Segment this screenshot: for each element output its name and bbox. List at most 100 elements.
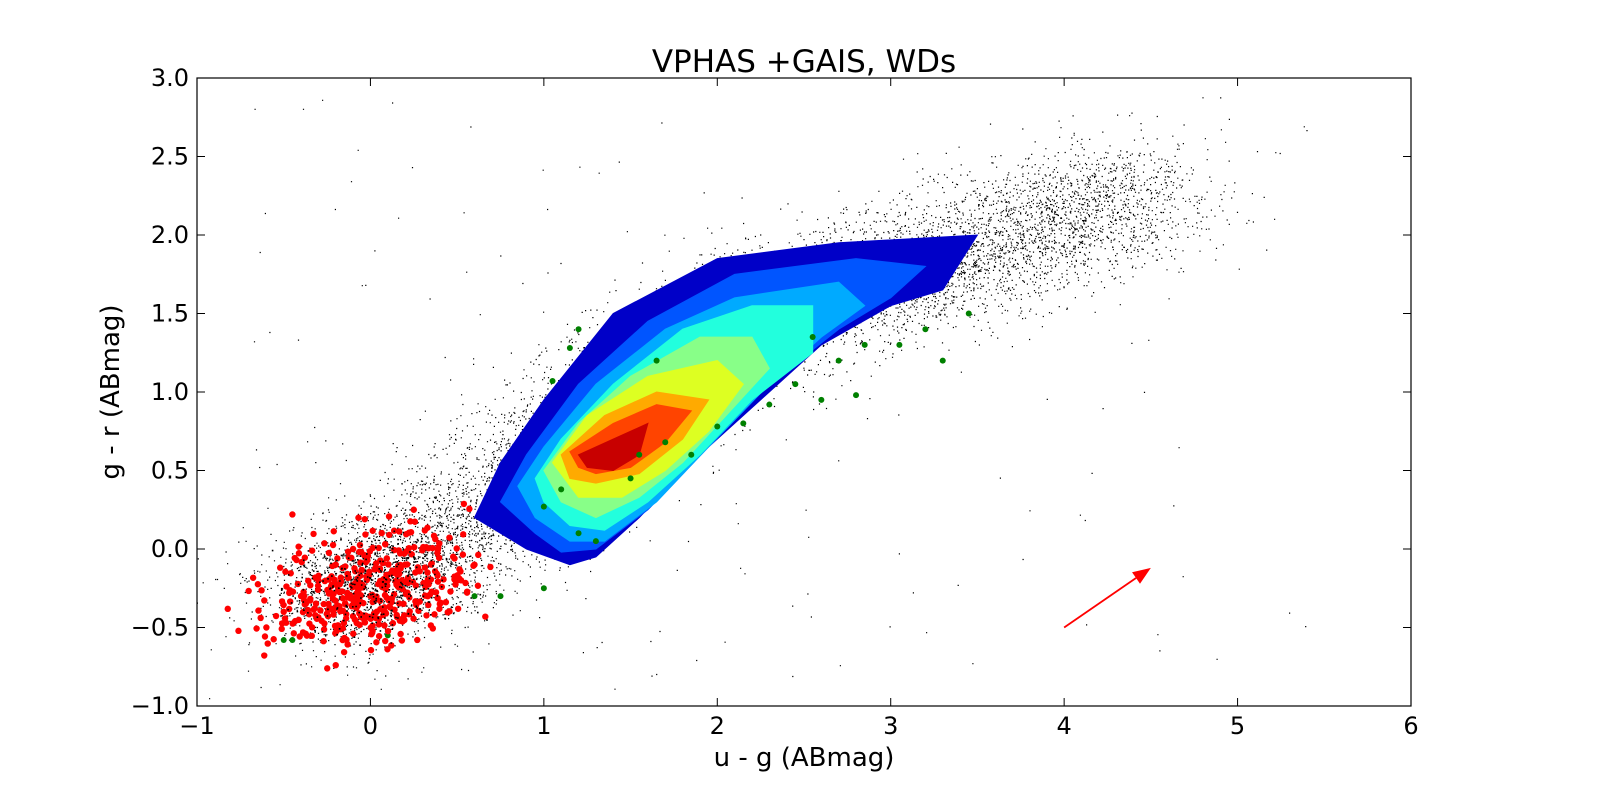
red-point	[340, 648, 348, 656]
density-contour-layer	[473, 234, 979, 566]
red-point	[456, 566, 463, 573]
red-point	[429, 544, 436, 552]
red-point	[411, 544, 418, 551]
red-point	[372, 560, 380, 567]
green-point	[688, 451, 695, 458]
green-point	[540, 585, 547, 592]
red-point	[381, 541, 389, 548]
red-point	[360, 599, 367, 607]
red-point	[254, 581, 262, 588]
red-point	[428, 588, 435, 595]
red-point	[312, 574, 319, 581]
green-point	[965, 310, 972, 317]
green-point	[809, 334, 816, 341]
red-point	[344, 641, 351, 648]
x-tick-label: 6	[1403, 712, 1418, 740]
green-point	[766, 401, 773, 408]
red-point	[378, 581, 386, 588]
red-point	[307, 582, 314, 589]
red-point	[442, 598, 450, 606]
red-point	[387, 597, 395, 604]
red-point	[369, 544, 376, 552]
red-point	[393, 611, 400, 619]
y-tick-label: 2.5	[151, 143, 189, 171]
x-tick-label: 1	[536, 712, 551, 740]
red-point	[314, 586, 322, 594]
green-point	[636, 451, 643, 458]
red-point	[463, 589, 471, 596]
red-point	[385, 561, 392, 568]
red-point	[224, 605, 231, 613]
red-point	[412, 598, 419, 605]
annotation-layer	[1063, 567, 1151, 629]
red-point	[321, 540, 328, 547]
red-point	[336, 588, 343, 596]
green-point	[714, 423, 721, 430]
red-point	[434, 546, 442, 553]
red-point	[263, 624, 270, 631]
red-point	[390, 591, 398, 598]
red-point	[325, 549, 333, 557]
background-scatter-layer	[197, 97, 1308, 700]
red-point	[403, 561, 411, 568]
red-point	[407, 518, 414, 525]
red-point	[286, 586, 294, 594]
red-point	[347, 595, 354, 602]
red-point	[280, 608, 287, 615]
red-point	[289, 620, 296, 627]
red-point	[352, 600, 359, 607]
red-point	[351, 565, 358, 572]
x-tick-label: 3	[883, 712, 898, 740]
red-point	[420, 543, 427, 551]
red-point	[321, 577, 329, 585]
red-point	[396, 550, 404, 557]
red-point	[391, 606, 398, 613]
red-point	[367, 624, 374, 631]
red-point	[397, 565, 404, 572]
red-point	[264, 640, 271, 647]
green-point	[740, 420, 747, 427]
red-point	[470, 562, 477, 569]
red-point	[446, 534, 453, 541]
red-point	[361, 616, 368, 624]
red-point	[410, 615, 417, 622]
red-point	[378, 529, 385, 537]
red-point	[317, 607, 324, 614]
red-point	[349, 613, 357, 620]
red-point	[349, 545, 357, 553]
red-point	[299, 608, 307, 616]
red-point	[460, 500, 468, 508]
green-point	[939, 357, 946, 364]
red-point	[436, 605, 443, 612]
red-point	[434, 578, 442, 585]
red-point	[474, 582, 482, 589]
red-point	[353, 593, 360, 601]
red-point	[295, 543, 302, 550]
y-tick-label: −0.5	[131, 614, 189, 642]
green-point	[549, 378, 556, 385]
green-point	[662, 439, 669, 446]
red-point	[282, 619, 290, 626]
red-point	[375, 632, 383, 640]
red-point	[330, 590, 337, 597]
red-point	[329, 562, 336, 570]
red-point	[308, 632, 316, 640]
red-point	[332, 661, 339, 669]
red-point	[358, 580, 365, 588]
red-point	[408, 551, 416, 558]
red-scatter-series	[224, 500, 494, 672]
red-point	[434, 594, 441, 602]
red-point	[302, 600, 310, 607]
red-point	[424, 592, 431, 600]
red-point	[440, 576, 447, 583]
red-point	[367, 646, 375, 654]
red-point	[412, 569, 419, 576]
red-point	[446, 608, 453, 615]
red-point	[278, 598, 286, 605]
y-tick-label: 0.5	[151, 457, 189, 485]
red-point	[295, 550, 303, 557]
red-point	[285, 605, 293, 613]
green-point	[592, 538, 599, 545]
y-tick-label: 1.5	[151, 300, 189, 328]
